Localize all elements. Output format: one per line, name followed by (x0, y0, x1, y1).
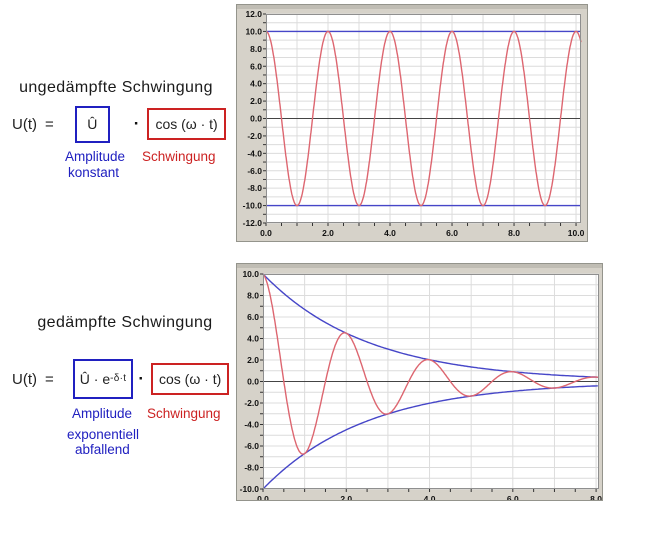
amplitude-label: Amplitude (65, 149, 126, 164)
svg-text:10.0: 10.0 (242, 269, 259, 279)
svg-text:-10.0: -10.0 (243, 201, 263, 211)
oscillation-term: cos (ω · t) (155, 116, 218, 132)
svg-text:-2.0: -2.0 (244, 398, 259, 408)
svg-text:4.0: 4.0 (250, 79, 262, 89)
panel-bevel (237, 264, 602, 268)
oscillation-box: cos (ω · t) (147, 108, 226, 140)
undamped-formula: U(t) = Û · cos (ω · t) (0, 103, 226, 145)
svg-text:2.0: 2.0 (322, 228, 334, 238)
svg-text:2.0: 2.0 (250, 96, 262, 106)
oscillation-box: cos (ω · t) (151, 363, 230, 395)
svg-text:-8.0: -8.0 (247, 183, 262, 193)
amplitude-label: Amplitude (72, 406, 133, 421)
svg-text:8.0: 8.0 (250, 44, 262, 54)
svg-text:6.0: 6.0 (250, 61, 262, 71)
svg-text:-10.0: -10.0 (240, 484, 260, 494)
amplitude-label-exponentiell: exponentiell (67, 427, 140, 442)
svg-text:4.0: 4.0 (247, 334, 259, 344)
damped-amplitude-box: Û · e -δ·t (72, 359, 134, 399)
svg-text:12.0: 12.0 (245, 9, 262, 19)
svg-text:0.0: 0.0 (250, 114, 262, 124)
panel-bevel (237, 5, 587, 9)
formula-lhs: U(t) (12, 370, 37, 388)
damped-heading: gedämpfte Schwingung (37, 314, 213, 331)
svg-text:8.0: 8.0 (508, 228, 520, 238)
equals-sign: = (45, 370, 54, 388)
svg-text:-8.0: -8.0 (244, 463, 259, 473)
damped-formula: U(t) = Û · e -δ·t · cos (ω · t) (0, 358, 230, 400)
undamped-oscillation-chart: 12.0 10.0 8.0 6.0 4.0 2.0 0.0 -2.0 -4.0 -6.0 -8.0 -… (243, 9, 585, 238)
svg-text:2.0: 2.0 (340, 494, 352, 500)
oscillation-term: cos (ω · t) (159, 371, 222, 387)
amplitude-box: Û (74, 105, 110, 143)
damped-oscillation-chart: 10.0 8.0 6.0 4.0 2.0 0.0 -2.0 -4.0 -6.0 -8.0 -10.0… (240, 269, 602, 500)
exponent: -δ·t (110, 372, 127, 384)
undamped-oscillation-chart-panel: 12.0 10.0 8.0 6.0 4.0 2.0 0.0 -2.0 -4.0 -6.0 -8.0 -… (236, 4, 588, 242)
svg-text:-12.0: -12.0 (243, 218, 263, 228)
svg-text:-4.0: -4.0 (247, 148, 262, 158)
svg-text:-6.0: -6.0 (244, 441, 259, 451)
svg-text:4.0: 4.0 (424, 494, 436, 500)
amplitude-symbol: Û (87, 116, 98, 132)
svg-text:4.0: 4.0 (384, 228, 396, 238)
damped-oscillation-chart-panel: 10.0 8.0 6.0 4.0 2.0 0.0 -2.0 -4.0 -6.0 -8.0 -10.0… (236, 263, 603, 501)
multiplication-dot: · (138, 369, 144, 388)
svg-text:0.0: 0.0 (257, 494, 269, 500)
svg-text:10.0: 10.0 (245, 26, 262, 36)
multiplication-dot: · (133, 114, 140, 133)
svg-text:0.0: 0.0 (260, 228, 272, 238)
oscillation-label: Schwingung (147, 406, 221, 421)
svg-text:2.0: 2.0 (247, 355, 259, 365)
svg-text:-2.0: -2.0 (247, 131, 262, 141)
svg-text:8.0: 8.0 (247, 291, 259, 301)
oscillation-label: Schwingung (142, 149, 216, 164)
svg-text:6.0: 6.0 (507, 494, 519, 500)
amplitude-base: Û · e (79, 371, 111, 387)
equals-sign: = (45, 115, 54, 133)
amplitude-label-abfallend: abfallend (75, 442, 130, 457)
amplitude-label-konstant: konstant (68, 165, 120, 180)
svg-text:6.0: 6.0 (446, 228, 458, 238)
svg-text:-6.0: -6.0 (247, 166, 262, 176)
formula-lhs: U(t) (12, 115, 37, 133)
svg-text:10.0: 10.0 (568, 228, 585, 238)
svg-text:-4.0: -4.0 (244, 420, 259, 430)
svg-text:6.0: 6.0 (247, 312, 259, 322)
svg-text:8.0: 8.0 (590, 494, 602, 500)
svg-text:0.0: 0.0 (247, 377, 259, 387)
undamped-heading: ungedämpfte Schwingung (19, 79, 213, 96)
